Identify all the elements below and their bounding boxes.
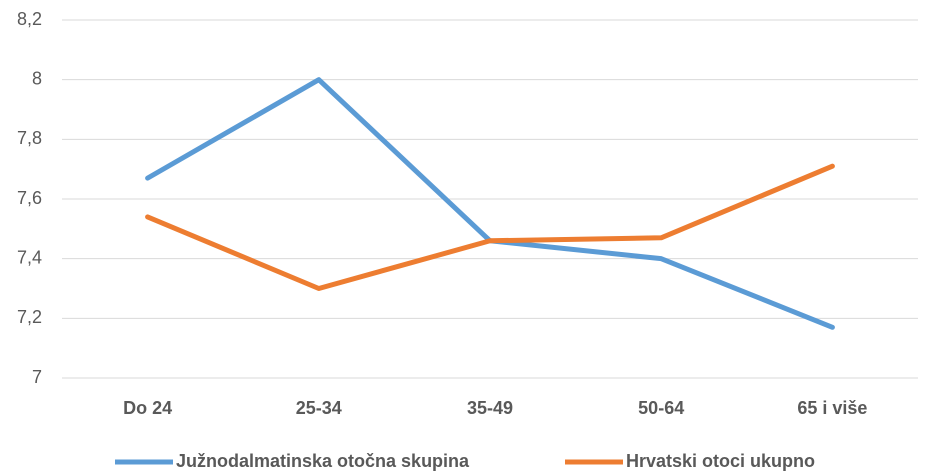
x-tick-label: 50-64 bbox=[638, 398, 684, 418]
y-tick-label: 8,2 bbox=[17, 9, 42, 29]
series-line bbox=[145, 77, 835, 330]
y-tick-label: 7,4 bbox=[17, 247, 42, 267]
x-tick-label: 35-49 bbox=[467, 398, 513, 418]
x-tick-label: 65 i više bbox=[797, 398, 867, 418]
legend-label: Južnodalmatinska otočna skupina bbox=[176, 451, 470, 471]
y-tick-label: 7,2 bbox=[17, 307, 42, 327]
y-tick-label: 7,6 bbox=[17, 188, 42, 208]
x-tick-label: Do 24 bbox=[123, 398, 172, 418]
legend-label: Hrvatski otoci ukupno bbox=[626, 451, 815, 471]
x-tick-label: 25-34 bbox=[296, 398, 342, 418]
y-tick-label: 7,8 bbox=[17, 128, 42, 148]
series-line bbox=[145, 163, 835, 291]
y-tick-label: 7 bbox=[32, 367, 42, 387]
y-tick-label: 8 bbox=[32, 68, 42, 88]
